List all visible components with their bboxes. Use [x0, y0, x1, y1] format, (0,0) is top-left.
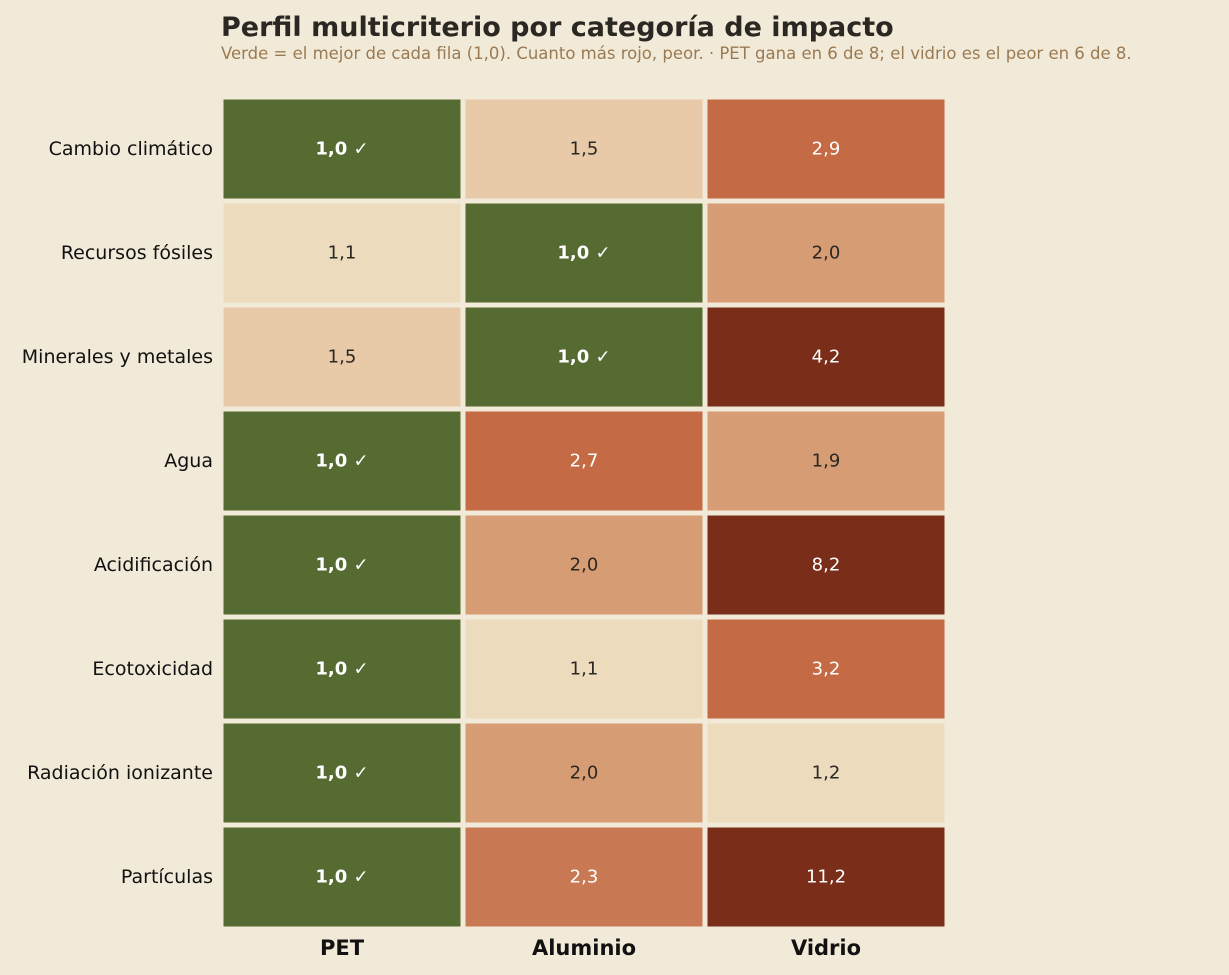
heatmap-cell	[465, 411, 703, 511]
column-label: PET	[320, 936, 365, 960]
cell-value-label: 1,0 ✓	[557, 243, 610, 264]
cell-value-label: 2,0	[812, 243, 841, 264]
row-label: Ecotoxicidad	[92, 658, 213, 680]
cell-value-label: 2,7	[570, 451, 599, 472]
heatmap-cell	[465, 619, 703, 719]
cell-value-label: 2,9	[812, 139, 841, 160]
heatmap-cell	[223, 723, 461, 823]
heatmap-cell	[707, 619, 945, 719]
row-label: Recursos fósiles	[61, 242, 213, 264]
heatmap-cell	[465, 99, 703, 199]
row-label: Partículas	[121, 866, 213, 888]
cell-value-label: 1,0 ✓	[315, 763, 368, 784]
column-label: Aluminio	[532, 936, 636, 960]
cell-value-label: 1,0 ✓	[315, 867, 368, 888]
cell-value-label: 1,1	[570, 659, 599, 680]
cell-value-label: 1,0 ✓	[315, 451, 368, 472]
heatmap-cell	[707, 411, 945, 511]
heatmap-cell	[465, 827, 703, 927]
heatmap-cell	[223, 619, 461, 719]
row-label: Agua	[164, 450, 213, 472]
heatmap-cell	[465, 307, 703, 407]
row-label: Minerales y metales	[22, 346, 213, 368]
heatmap-cell	[465, 203, 703, 303]
cell-value-label: 1,9	[812, 451, 841, 472]
heatmap-cell	[223, 307, 461, 407]
heatmap-cell	[465, 723, 703, 823]
cell-value-label: 2,0	[570, 763, 599, 784]
heatmap-cell	[223, 827, 461, 927]
heatmap-cell	[223, 203, 461, 303]
cell-value-label: 11,2	[806, 867, 846, 888]
chart-title: Perfil multicriterio por categoría de im…	[221, 12, 894, 43]
heatmap-cell	[707, 723, 945, 823]
heatmap-cell	[223, 411, 461, 511]
cell-value-label: 1,0 ✓	[315, 555, 368, 576]
row-label: Cambio climático	[49, 138, 213, 160]
heatmap-cell	[707, 99, 945, 199]
chart-subtitle: Verde = el mejor de cada fila (1,0). Cua…	[221, 44, 1132, 63]
cell-value-label: 1,1	[328, 243, 357, 264]
cell-value-label: 8,2	[812, 555, 841, 576]
cell-value-label: 2,0	[570, 555, 599, 576]
cell-value-label: 3,2	[812, 659, 841, 680]
heatmap-cell	[223, 515, 461, 615]
cell-value-label: 2,3	[570, 867, 599, 888]
column-label: Vidrio	[791, 936, 861, 960]
cell-value-label: 1,5	[328, 347, 357, 368]
heatmap-cell	[223, 99, 461, 199]
cell-value-label: 1,5	[570, 139, 599, 160]
heatmap-cell	[707, 307, 945, 407]
heatmap-cell	[465, 515, 703, 615]
cell-value-label: 4,2	[812, 347, 841, 368]
cell-value-label: 1,0 ✓	[315, 139, 368, 160]
heatmap-cell	[707, 827, 945, 927]
row-label: Radiación ionizante	[27, 762, 213, 784]
cell-value-label: 1,0 ✓	[557, 347, 610, 368]
cell-value-label: 1,0 ✓	[315, 659, 368, 680]
row-label: Acidificación	[94, 554, 213, 576]
cell-value-label: 1,2	[812, 763, 841, 784]
heatmap-cell	[707, 515, 945, 615]
heatmap-cell	[707, 203, 945, 303]
